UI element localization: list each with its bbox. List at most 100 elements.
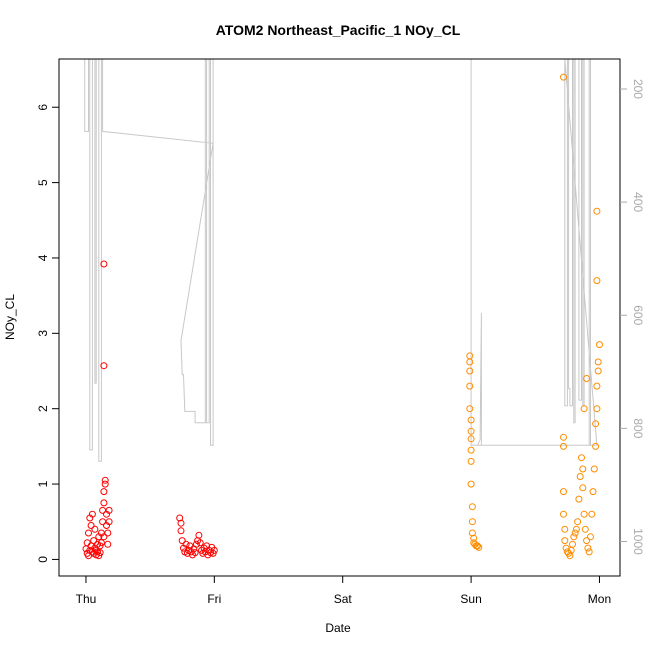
x-tick-label: Sun (460, 592, 481, 606)
right-tick-label: 400 (631, 192, 645, 212)
data-point-series-1 (176, 514, 184, 522)
data-point-series-2 (474, 542, 481, 550)
data-point-series-2 (466, 382, 474, 390)
data-point-series-1 (91, 525, 99, 533)
data-point-series-2 (576, 473, 584, 480)
data-point-series-2 (588, 510, 596, 518)
y-tick-label: 3 (36, 330, 50, 337)
data-point-series-2 (579, 484, 587, 492)
data-point-series-1 (100, 260, 108, 268)
data-point-series-1 (100, 533, 108, 541)
data-point-series-2 (592, 442, 600, 450)
data-point-series-2 (466, 358, 474, 366)
x-axis: Thu Fri Sat Sun Mon (76, 575, 611, 606)
data-point-series-1 (97, 539, 105, 547)
data-point-series-2 (561, 537, 569, 545)
data-point-series-2 (467, 480, 475, 488)
data-point-series-2 (583, 537, 591, 545)
data-point-series-1 (196, 539, 204, 547)
y-tick-label: 4 (36, 254, 50, 261)
x-tick-label: Thu (76, 592, 97, 606)
data-point-series-1 (99, 506, 107, 514)
data-point-series-1 (101, 480, 109, 488)
data-point-series-2 (466, 352, 474, 360)
data-point-series-2 (585, 548, 593, 556)
right-tick-label: 600 (631, 305, 645, 325)
right-tick-label: 200 (631, 79, 645, 99)
data-point-series-2 (589, 488, 597, 496)
data-point-series-2 (467, 435, 475, 443)
data-point-series-2 (587, 533, 594, 541)
y-axis: 0 1 2 3 4 5 6 (36, 104, 59, 563)
data-point-series-2 (570, 533, 578, 541)
data-point-series-1 (192, 540, 200, 548)
data-point-series-1 (100, 499, 108, 507)
data-point-series-2 (593, 382, 601, 390)
data-point-series-1 (105, 518, 113, 526)
data-point-series-2 (593, 405, 601, 413)
data-point-series-2 (575, 495, 583, 503)
y-tick-label: 1 (36, 480, 50, 487)
right-tick-label: 800 (631, 418, 645, 438)
y-tick-label: 0 (36, 556, 50, 563)
x-axis-label: Date (325, 621, 351, 635)
data-point-series-2 (571, 529, 579, 537)
data-point-series-1 (104, 540, 112, 548)
data-point-series-2 (579, 465, 587, 473)
data-point-series-2 (574, 518, 582, 526)
data-point-series-1 (83, 539, 91, 547)
data-point-series-1 (177, 527, 185, 535)
data-point-series-1 (96, 542, 104, 550)
data-point-series-2 (475, 543, 483, 551)
data-point-series-2 (572, 525, 580, 533)
data-point-series-2 (594, 367, 602, 375)
data-point-series-2 (467, 416, 475, 424)
y-tick-label: 5 (36, 179, 50, 186)
data-point-series-2 (592, 420, 600, 428)
data-point-series-1 (95, 552, 103, 560)
data-point-series-2 (584, 544, 592, 552)
data-point-series-2 (560, 488, 567, 496)
data-point-series-1 (210, 546, 218, 554)
data-point-series-1 (96, 549, 104, 557)
plot-frame (58, 58, 621, 577)
data-point-series-1 (178, 537, 186, 545)
x-tick-label: Sat (334, 592, 353, 606)
y-axis-label: NOy_CL (3, 294, 17, 340)
data-point-series-2 (590, 465, 598, 473)
data-point-series-2 (581, 525, 589, 533)
data-point-series-1 (85, 529, 92, 537)
data-point-series-2 (583, 375, 591, 382)
data-point-series-1 (87, 522, 95, 529)
data-point-series-2 (560, 442, 567, 450)
x-tick-label: Mon (588, 592, 611, 606)
right-axis: 200 400 600 800 1000 (620, 79, 645, 555)
data-point-series-1 (100, 488, 108, 496)
data-point-series-1 (191, 549, 199, 557)
data-point-series-1 (101, 476, 109, 484)
data-point-series-2 (593, 207, 601, 215)
data-point-series-2 (466, 405, 474, 413)
data-point-series-1 (177, 519, 185, 527)
data-point-series-2 (593, 277, 601, 285)
data-point-series-1 (90, 537, 98, 545)
data-point-series-1 (100, 362, 108, 370)
data-point-series-2 (466, 367, 474, 375)
data-point-series-1 (88, 510, 96, 518)
data-point-series-2 (467, 446, 475, 454)
data-point-series-2 (594, 358, 602, 366)
data-point-series-1 (105, 506, 113, 514)
data-point-series-2 (569, 540, 576, 548)
data-point-series-1 (99, 518, 107, 526)
chart-title: ATOM2 Northeast_Pacific_1 NOy_CL (216, 22, 461, 38)
data-point-series-2 (580, 510, 588, 518)
data-point-series-2 (560, 433, 567, 441)
data-point-series-2 (467, 457, 475, 465)
y-tick-label: 2 (36, 405, 50, 412)
data-points-layer (82, 73, 603, 560)
data-point-series-2 (560, 510, 567, 518)
data-point-series-2 (596, 341, 603, 349)
data-point-series-2 (578, 454, 585, 462)
data-point-series-1 (104, 529, 112, 537)
